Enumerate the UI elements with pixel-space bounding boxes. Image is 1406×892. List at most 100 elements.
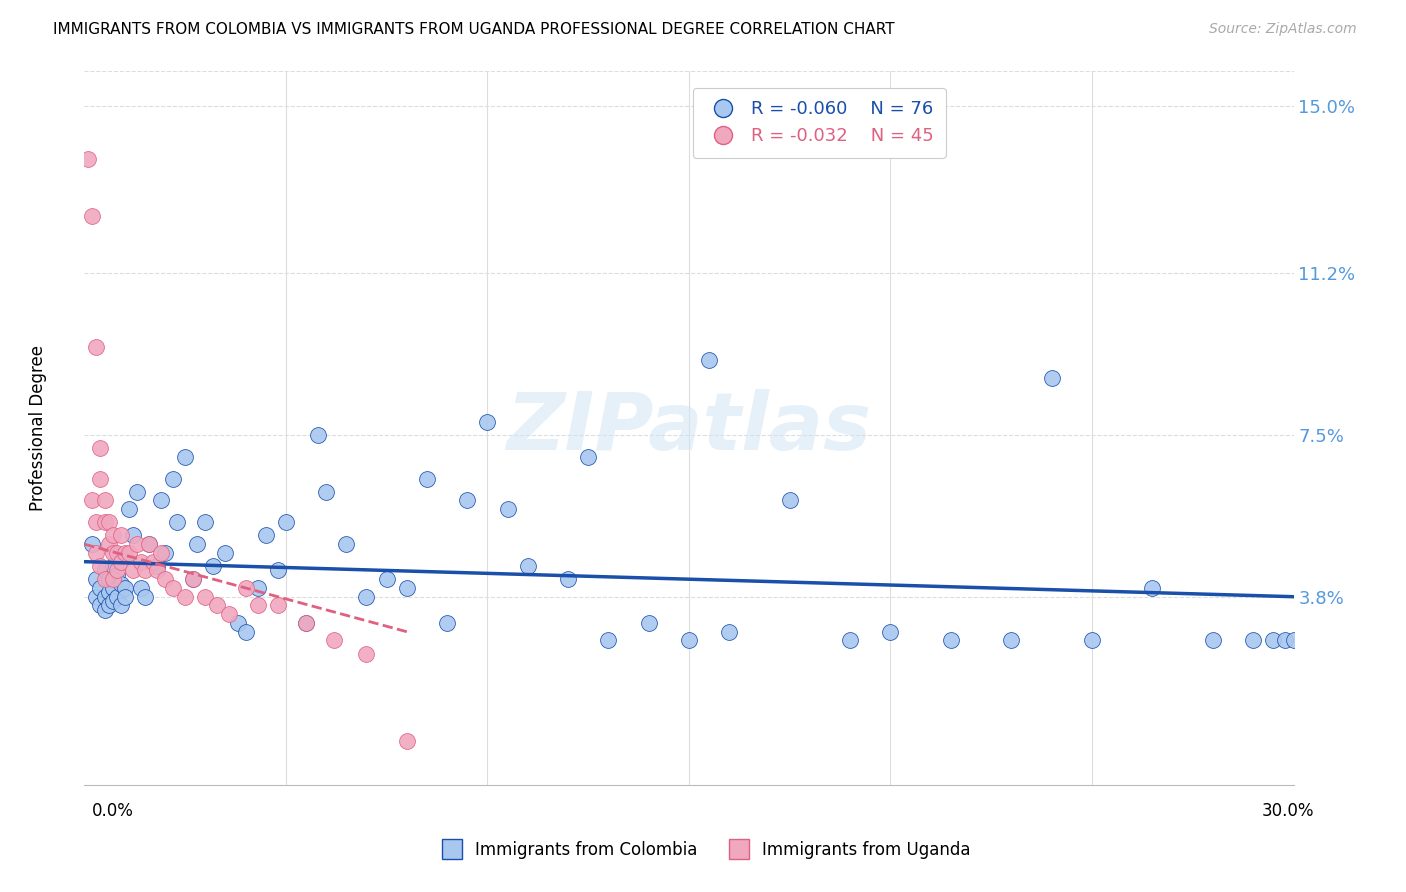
Point xyxy=(153,572,176,586)
Point xyxy=(307,427,329,442)
Point xyxy=(697,353,720,368)
Point xyxy=(89,441,111,455)
Point xyxy=(77,152,100,166)
Point xyxy=(496,502,519,516)
Point xyxy=(142,555,165,569)
Point xyxy=(235,581,257,595)
Point xyxy=(118,546,141,560)
Point xyxy=(86,572,108,586)
Point xyxy=(637,615,659,630)
Point xyxy=(315,484,337,499)
Point xyxy=(97,599,120,613)
Point xyxy=(134,564,156,578)
Point xyxy=(101,581,124,595)
Point xyxy=(598,633,620,648)
Point xyxy=(86,546,108,560)
Point xyxy=(477,415,499,429)
Point xyxy=(162,581,184,595)
Point xyxy=(181,572,204,586)
Point xyxy=(149,493,172,508)
Point xyxy=(576,450,599,464)
Point xyxy=(110,528,132,542)
Point xyxy=(97,572,120,586)
Point xyxy=(97,516,120,530)
Point xyxy=(138,537,160,551)
Point xyxy=(125,484,148,499)
Point xyxy=(1081,633,1104,648)
Point xyxy=(93,493,115,508)
Point xyxy=(356,590,378,604)
Point xyxy=(82,537,104,551)
Point xyxy=(121,564,143,578)
Point xyxy=(89,559,111,574)
Point xyxy=(226,615,249,630)
Point xyxy=(110,555,132,569)
Point xyxy=(274,516,297,530)
Point xyxy=(105,567,128,582)
Point xyxy=(162,471,184,485)
Point xyxy=(1263,633,1285,648)
Point xyxy=(93,516,115,530)
Text: IMMIGRANTS FROM COLOMBIA VS IMMIGRANTS FROM UGANDA PROFESSIONAL DEGREE CORRELATI: IMMIGRANTS FROM COLOMBIA VS IMMIGRANTS F… xyxy=(53,22,896,37)
Point xyxy=(114,581,136,595)
Point xyxy=(395,734,418,748)
Text: Source: ZipAtlas.com: Source: ZipAtlas.com xyxy=(1209,22,1357,37)
Point xyxy=(207,599,229,613)
Point xyxy=(105,590,128,604)
Point xyxy=(356,647,378,661)
Point xyxy=(1274,633,1296,648)
Point xyxy=(879,624,901,639)
Point xyxy=(174,450,197,464)
Point xyxy=(174,590,197,604)
Legend: R = -0.060    N = 76, R = -0.032    N = 45: R = -0.060 N = 76, R = -0.032 N = 45 xyxy=(693,87,946,158)
Point xyxy=(194,516,217,530)
Point xyxy=(101,572,124,586)
Point xyxy=(89,599,111,613)
Point xyxy=(89,471,111,485)
Point xyxy=(235,624,257,639)
Point xyxy=(153,546,176,560)
Point xyxy=(1142,581,1164,595)
Point xyxy=(134,590,156,604)
Point xyxy=(181,572,204,586)
Point xyxy=(86,516,108,530)
Point xyxy=(105,546,128,560)
Point xyxy=(114,590,136,604)
Point xyxy=(129,555,152,569)
Point xyxy=(1000,633,1022,648)
Point xyxy=(254,528,277,542)
Point xyxy=(202,559,225,574)
Point xyxy=(89,581,111,595)
Point xyxy=(557,572,579,586)
Point xyxy=(779,493,801,508)
Point xyxy=(146,559,169,574)
Text: 0.0%: 0.0% xyxy=(91,802,134,820)
Text: ZIPatlas: ZIPatlas xyxy=(506,389,872,467)
Point xyxy=(246,599,269,613)
Point xyxy=(839,633,862,648)
Point xyxy=(1040,371,1063,385)
Point xyxy=(93,603,115,617)
Point xyxy=(129,581,152,595)
Point xyxy=(93,564,115,578)
Point xyxy=(939,633,962,648)
Point xyxy=(186,537,208,551)
Point xyxy=(125,537,148,551)
Point xyxy=(395,581,418,595)
Point xyxy=(516,559,538,574)
Point xyxy=(295,615,318,630)
Point xyxy=(246,581,269,595)
Point xyxy=(101,594,124,608)
Point xyxy=(101,546,124,560)
Point xyxy=(146,564,169,578)
Point xyxy=(118,502,141,516)
Point xyxy=(110,599,132,613)
Point xyxy=(436,615,458,630)
Text: 30.0%: 30.0% xyxy=(1263,802,1315,820)
Point xyxy=(101,559,124,574)
Point xyxy=(267,564,290,578)
Point xyxy=(335,537,357,551)
Point xyxy=(1202,633,1225,648)
Point xyxy=(93,590,115,604)
Point xyxy=(101,528,124,542)
